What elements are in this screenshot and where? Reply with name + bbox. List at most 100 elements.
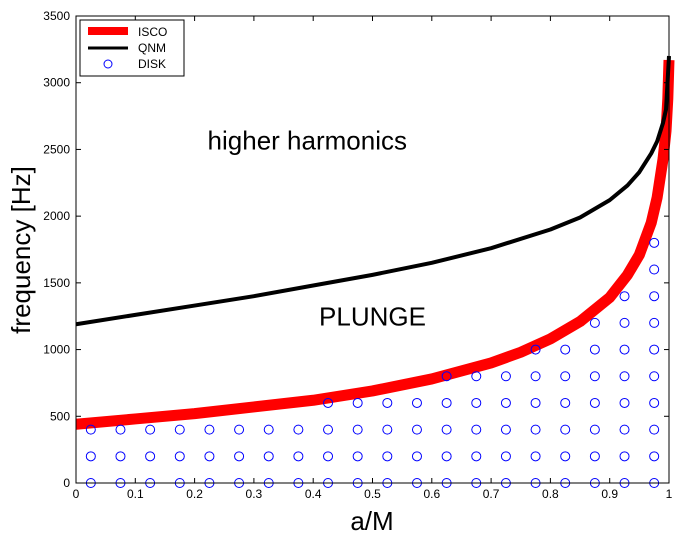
disk-point (411, 397, 422, 408)
annotation-label: higher harmonics (208, 125, 407, 155)
disk-point (649, 264, 660, 275)
disk-point (471, 371, 482, 382)
disk-point (649, 451, 660, 462)
disk-point (234, 451, 245, 462)
disk-point (174, 424, 185, 435)
disk-point (589, 451, 600, 462)
disk-point (352, 397, 363, 408)
x-tick-label: 0.8 (542, 487, 559, 501)
series-disk (85, 237, 660, 488)
disk-point (649, 291, 660, 302)
annotation-label: PLUNGE (319, 302, 426, 332)
disk-point (500, 371, 511, 382)
disk-point (500, 424, 511, 435)
disk-point (649, 317, 660, 328)
disk-point (293, 451, 304, 462)
disk-point (619, 317, 630, 328)
disk-point (115, 451, 126, 462)
y-tick-label: 3500 (43, 9, 70, 23)
disk-point (145, 424, 156, 435)
disk-point (352, 424, 363, 435)
legend-disk-label: DISK (138, 57, 166, 71)
disk-point (619, 371, 630, 382)
disk-point (649, 237, 660, 248)
y-tick-label: 500 (50, 409, 70, 423)
y-tick-label: 2000 (43, 209, 70, 223)
disk-point (263, 451, 274, 462)
disk-point (500, 397, 511, 408)
x-tick-label: 0.1 (127, 487, 144, 501)
x-tick-label: 1 (666, 487, 673, 501)
y-axis-label: frequency [Hz] (6, 166, 36, 334)
disk-point (649, 344, 660, 355)
disk-point (589, 344, 600, 355)
disk-point (382, 451, 393, 462)
disk-point (619, 344, 630, 355)
disk-point (530, 371, 541, 382)
disk-point (441, 424, 452, 435)
disk-point (323, 424, 334, 435)
disk-point (589, 371, 600, 382)
x-tick-label: 0 (73, 487, 80, 501)
disk-point (441, 371, 452, 382)
series-layer (75, 55, 675, 488)
disk-point (589, 317, 600, 328)
y-tick-label: 3000 (43, 76, 70, 90)
disk-point (293, 424, 304, 435)
disk-point (589, 397, 600, 408)
disk-point (560, 344, 571, 355)
ticks-layer: 0 0.1 0.2 0.3 0.4 0.5 0.6 0.7 0.8 0.9 1 0 500 1000 150… (43, 9, 672, 501)
legend-disk-marker (103, 59, 113, 69)
disk-point (471, 397, 482, 408)
legend-isco-label: ISCO (138, 25, 167, 39)
disk-point (530, 344, 541, 355)
disk-point (471, 424, 482, 435)
series-isco-line (75, 59, 675, 430)
disk-point (441, 451, 452, 462)
x-tick-label: 0.2 (186, 487, 203, 501)
disk-point (352, 451, 363, 462)
disk-point (649, 371, 660, 382)
disk-point (323, 397, 334, 408)
disk-point (560, 451, 571, 462)
disk-point (619, 424, 630, 435)
disk-point (85, 424, 96, 435)
disk-point (619, 291, 630, 302)
disk-point (85, 451, 96, 462)
x-tick-label: 0.6 (423, 487, 440, 501)
disk-point (619, 397, 630, 408)
legend-qnm-label: QNM (138, 41, 166, 55)
series-qnm-line (75, 55, 671, 327)
x-axis-label: a/M (350, 506, 393, 536)
disk-point (500, 451, 511, 462)
x-tick-label: 0.9 (601, 487, 618, 501)
disk-point (441, 397, 452, 408)
disk-point (115, 424, 126, 435)
disk-point (382, 424, 393, 435)
disk-point (411, 451, 422, 462)
disk-point (560, 424, 571, 435)
disk-point (560, 371, 571, 382)
disk-point (204, 424, 215, 435)
disk-point (234, 424, 245, 435)
disk-point (382, 397, 393, 408)
disk-point (530, 451, 541, 462)
legend: ISCO QNM DISK (79, 19, 185, 77)
x-tick-label: 0.4 (305, 487, 322, 501)
y-tick-label: 1500 (43, 276, 70, 290)
disk-point (471, 451, 482, 462)
x-tick-label: 0.5 (364, 487, 381, 501)
disk-point (589, 424, 600, 435)
x-tick-label: 0.7 (483, 487, 500, 501)
y-tick-label: 2500 (43, 142, 70, 156)
disk-point (619, 451, 630, 462)
disk-point (530, 397, 541, 408)
disk-point (530, 424, 541, 435)
disk-point (560, 397, 571, 408)
disk-point (174, 451, 185, 462)
disk-point (263, 424, 274, 435)
x-tick-label: 0.3 (246, 487, 263, 501)
disk-point (204, 451, 215, 462)
annotation-layer: higher harmonics PLUNGE (208, 125, 426, 331)
